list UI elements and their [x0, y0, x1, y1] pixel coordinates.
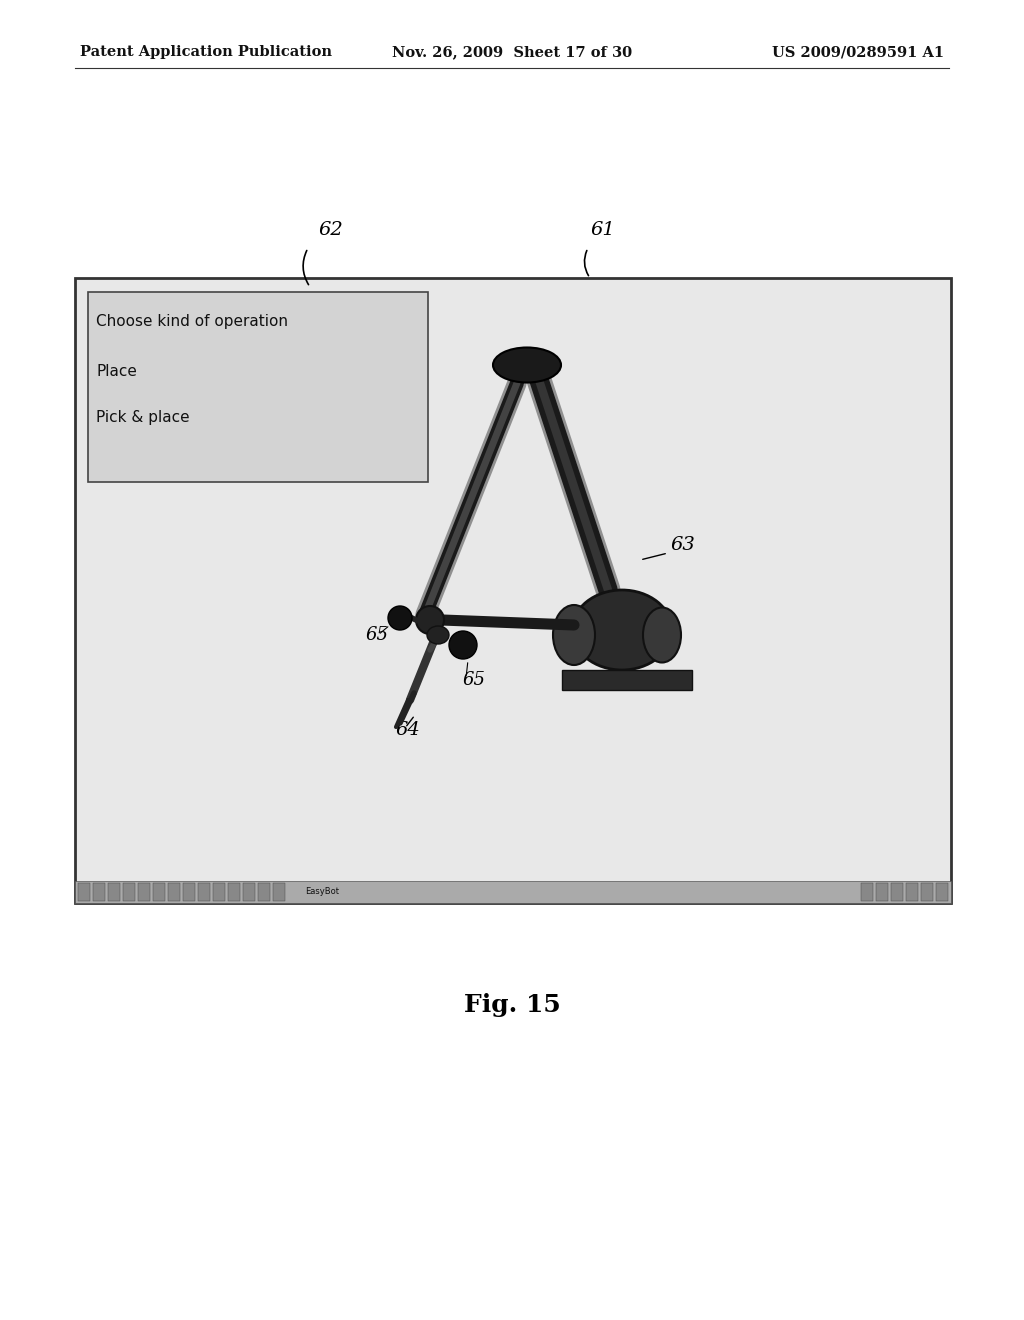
Text: 61: 61	[590, 220, 614, 239]
Bar	[228, 883, 240, 902]
Text: Place: Place	[96, 364, 137, 379]
Text: EasyBot: EasyBot	[305, 887, 339, 896]
Bar	[213, 883, 225, 902]
Circle shape	[449, 631, 477, 659]
Bar	[168, 883, 180, 902]
Bar	[108, 883, 120, 902]
Bar	[183, 883, 195, 902]
Text: 63: 63	[670, 536, 694, 554]
Bar	[243, 883, 255, 902]
Text: Nov. 26, 2009  Sheet 17 of 30: Nov. 26, 2009 Sheet 17 of 30	[392, 45, 632, 59]
Ellipse shape	[427, 626, 449, 644]
Bar	[138, 883, 150, 902]
Text: 65: 65	[462, 671, 485, 689]
Text: Patent Application Publication: Patent Application Publication	[80, 45, 332, 59]
Bar	[891, 883, 903, 902]
Ellipse shape	[493, 347, 561, 383]
Circle shape	[388, 606, 412, 630]
Text: Choose kind of operation: Choose kind of operation	[96, 314, 288, 329]
Text: 65: 65	[365, 626, 388, 644]
Ellipse shape	[572, 590, 672, 671]
Bar	[273, 883, 285, 902]
Bar	[906, 883, 918, 902]
Bar	[921, 883, 933, 902]
Ellipse shape	[643, 607, 681, 663]
Bar	[861, 883, 873, 902]
Bar	[876, 883, 888, 902]
Bar	[93, 883, 105, 902]
Bar	[562, 671, 692, 690]
Bar	[78, 883, 90, 902]
Bar	[198, 883, 210, 902]
Bar	[153, 883, 165, 902]
Ellipse shape	[553, 605, 595, 665]
Bar	[258, 883, 270, 902]
Text: Fig. 15: Fig. 15	[464, 993, 560, 1016]
Text: Pick & place: Pick & place	[96, 411, 189, 425]
Bar	[123, 883, 135, 902]
Text: 64: 64	[395, 721, 420, 739]
Bar	[75, 279, 951, 903]
Bar	[75, 880, 951, 903]
Ellipse shape	[416, 606, 444, 634]
Text: US 2009/0289591 A1: US 2009/0289591 A1	[772, 45, 944, 59]
Bar	[88, 292, 428, 482]
Bar	[89, 293, 427, 480]
Bar	[936, 883, 948, 902]
Text: 62: 62	[318, 220, 343, 239]
